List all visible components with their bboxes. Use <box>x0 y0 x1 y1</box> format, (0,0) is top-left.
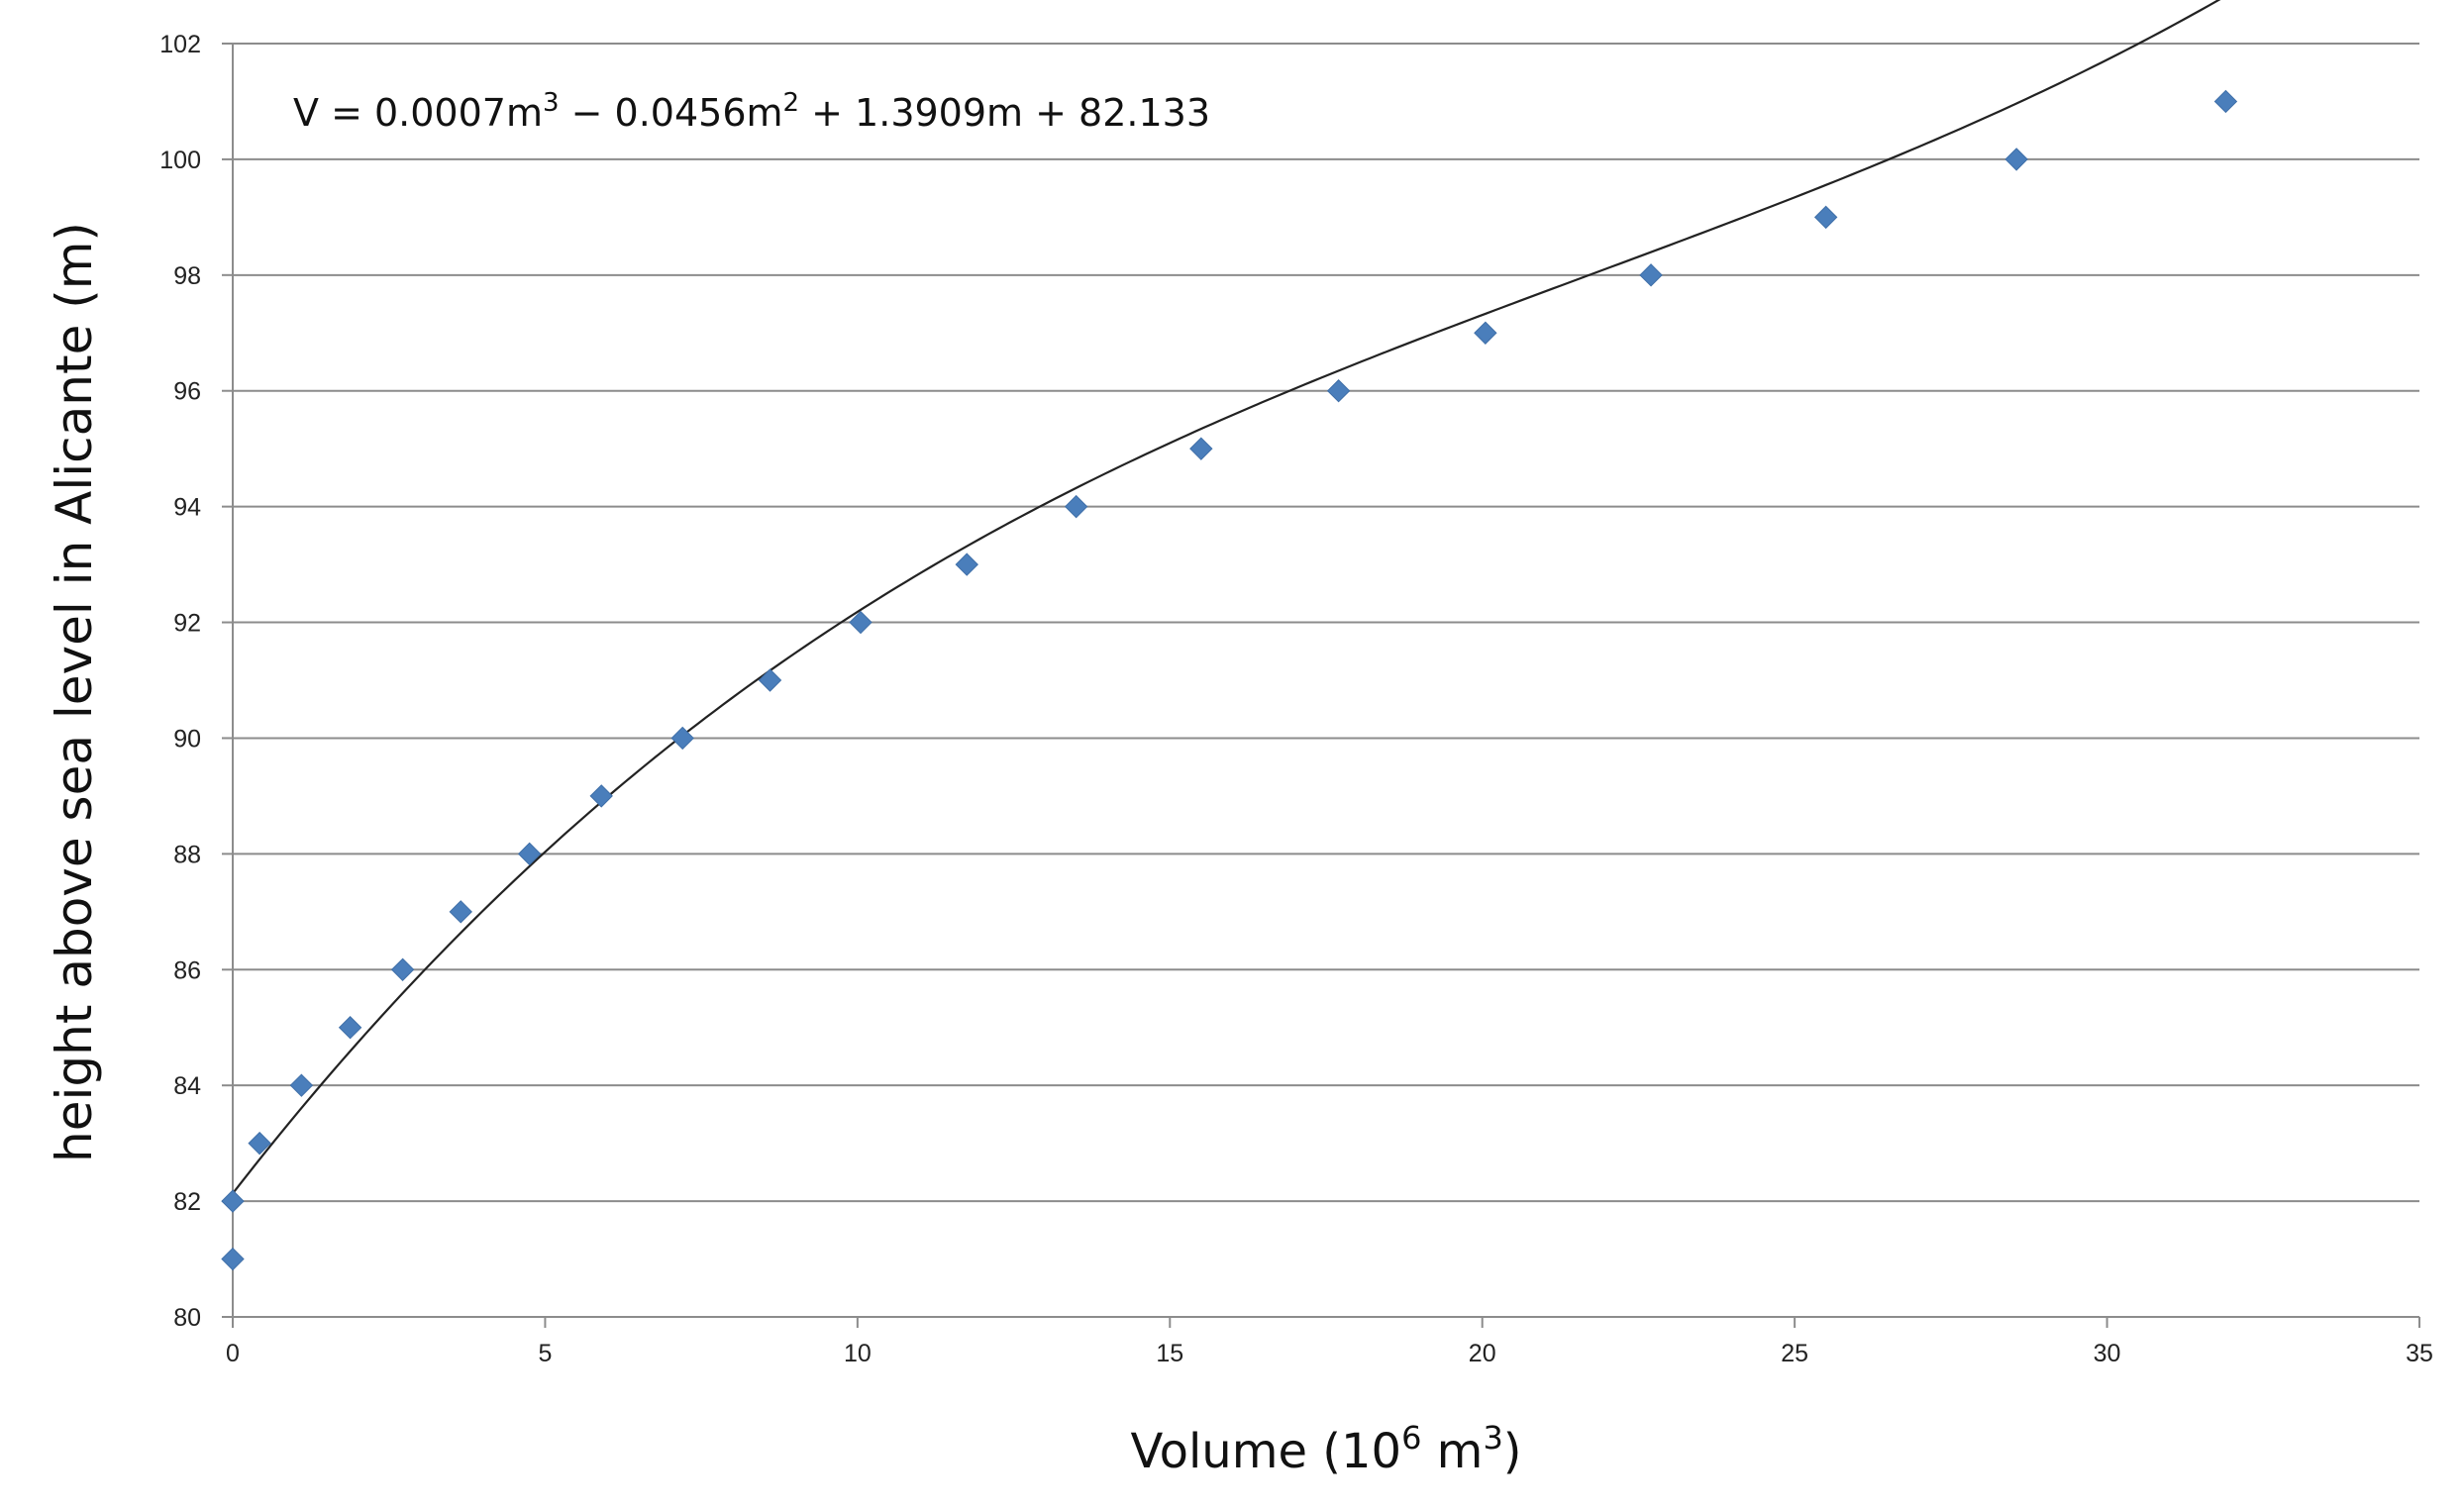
y-tick-label: 100 <box>159 147 201 174</box>
trendline-layer <box>232 0 2221 1194</box>
tick-labels: 80 82 84 86 88 90 92 94 96 98 100 102 0 5 10 15 20 25 30 35 <box>159 31 2433 1367</box>
data-point-marker <box>517 842 542 866</box>
data-point-marker <box>248 1131 271 1156</box>
data-point-marker <box>289 1073 314 1097</box>
data-point-marker <box>2213 89 2238 114</box>
data-point-marker <box>1189 437 1213 460</box>
data-point-marker <box>955 553 978 576</box>
x-tick-label: 15 <box>1156 1340 1183 1367</box>
data-point-marker <box>1813 205 1838 230</box>
data-point-marker <box>1474 321 1497 345</box>
data-point-marker <box>589 784 613 808</box>
y-tick-label: 84 <box>173 1072 201 1100</box>
axis-titles: Volume (106 m3) height above sea level in… <box>46 222 1522 1479</box>
x-tick-label: 25 <box>1781 1340 1808 1367</box>
y-tick-label: 86 <box>173 956 201 984</box>
y-tick-label: 90 <box>173 725 201 753</box>
data-point-marker <box>849 610 873 635</box>
data-point-marker <box>390 957 415 981</box>
data-point-marker <box>670 726 694 751</box>
x-tick-label: 30 <box>2094 1340 2121 1367</box>
x-tick-label: 20 <box>1469 1340 1496 1367</box>
x-tick-label: 0 <box>226 1340 240 1367</box>
data-point-marker <box>2004 148 2028 171</box>
gridlines <box>233 43 2419 1203</box>
data-point-marker <box>338 1016 362 1040</box>
y-tick-label: 88 <box>173 841 201 868</box>
trendline-equation: V = 0.0007m3 − 0.0456m2 + 1.3909m + 82.1… <box>293 88 1210 135</box>
y-tick-label: 96 <box>173 378 201 406</box>
data-point-marker <box>1064 494 1088 519</box>
y-tick-label: 82 <box>173 1188 201 1216</box>
data-point-marker <box>758 668 782 692</box>
data-point-marker <box>221 1247 245 1271</box>
y-tick-label: 94 <box>173 494 201 522</box>
y-tick-label: 92 <box>173 610 201 638</box>
y-tick-label: 98 <box>173 262 201 290</box>
data-point-marker <box>1326 379 1351 403</box>
y-axis-title: height above sea level in Alicante (m) <box>46 222 103 1162</box>
data-point-marker <box>449 900 472 924</box>
data-points <box>221 89 2238 1271</box>
x-tick-label: 5 <box>538 1340 552 1367</box>
y-tick-label: 80 <box>173 1304 201 1332</box>
annotations: V = 0.0007m3 − 0.0456m2 + 1.3909m + 82.1… <box>293 88 1210 135</box>
data-point-marker <box>221 1189 245 1213</box>
polynomial-trendline <box>232 0 2221 1194</box>
y-tick-label: 102 <box>159 31 201 58</box>
x-axis-title: Volume (106 m3) <box>1130 1419 1521 1479</box>
data-point-marker <box>1639 263 1663 287</box>
x-tick-label: 10 <box>844 1340 872 1367</box>
x-tick-label: 35 <box>2406 1340 2433 1367</box>
axes <box>222 43 2420 1328</box>
